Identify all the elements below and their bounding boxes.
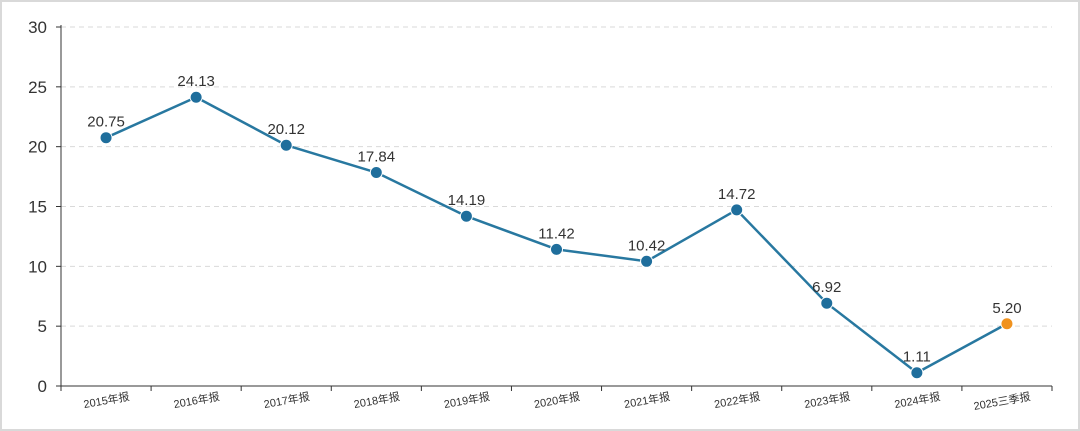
data-labels: 20.75 24.13 20.12 17.84 14.19 11.42 10.42 14.72… xyxy=(87,73,1021,365)
data-label: 5.20 xyxy=(992,300,1021,317)
x-axis-ticks: 2015年报 2016年报 2017年报 2018年报 2019年报 2020年报 2021… xyxy=(60,386,1053,413)
y-axis-ticks: 0 5 10 15 20 25 30 xyxy=(28,18,61,396)
data-label: 1.11 xyxy=(903,349,931,366)
data-points xyxy=(99,90,1014,380)
y-tick-label: 25 xyxy=(28,78,47,97)
x-tick-label: 2017年报 xyxy=(263,389,311,411)
x-tick-label: 2023年报 xyxy=(803,389,851,411)
y-tick-label: 5 xyxy=(38,317,47,336)
x-tick-label: 2025三季报 xyxy=(972,389,1031,413)
data-label: 14.72 xyxy=(718,186,756,203)
x-tick-label: 2019年报 xyxy=(443,389,491,411)
data-label: 24.13 xyxy=(177,73,215,90)
gridlines xyxy=(61,26,1052,327)
data-point xyxy=(99,131,113,145)
data-label: 14.19 xyxy=(448,192,486,209)
data-label: 11.42 xyxy=(538,225,574,242)
data-point xyxy=(459,209,473,223)
y-tick-label: 30 xyxy=(28,18,47,37)
data-label: 10.42 xyxy=(628,237,666,254)
data-label: 20.12 xyxy=(267,121,305,138)
data-point xyxy=(369,166,383,180)
x-tick-label: 2018年报 xyxy=(353,389,401,411)
x-tick-label: 2022年报 xyxy=(713,389,761,411)
data-point xyxy=(279,138,293,152)
y-tick-label: 20 xyxy=(28,138,47,157)
x-tick-label: 2020年报 xyxy=(533,389,581,411)
data-label: 17.84 xyxy=(358,149,396,166)
data-point xyxy=(820,296,834,310)
x-tick-label: 2024年报 xyxy=(893,389,941,411)
y-tick-label: 0 xyxy=(38,377,47,396)
data-point xyxy=(1000,317,1014,331)
data-point xyxy=(730,203,744,217)
data-label: 6.92 xyxy=(812,279,841,296)
data-point xyxy=(910,366,924,380)
y-tick-label: 10 xyxy=(28,257,47,276)
data-point xyxy=(640,254,654,268)
data-point xyxy=(189,90,203,104)
data-label: 20.75 xyxy=(87,114,125,131)
x-tick-label: 2016年报 xyxy=(172,389,220,411)
x-tick-label: 2015年报 xyxy=(82,389,130,411)
y-tick-label: 15 xyxy=(28,198,47,217)
x-tick-label: 2021年报 xyxy=(623,389,671,411)
data-point xyxy=(550,242,563,256)
